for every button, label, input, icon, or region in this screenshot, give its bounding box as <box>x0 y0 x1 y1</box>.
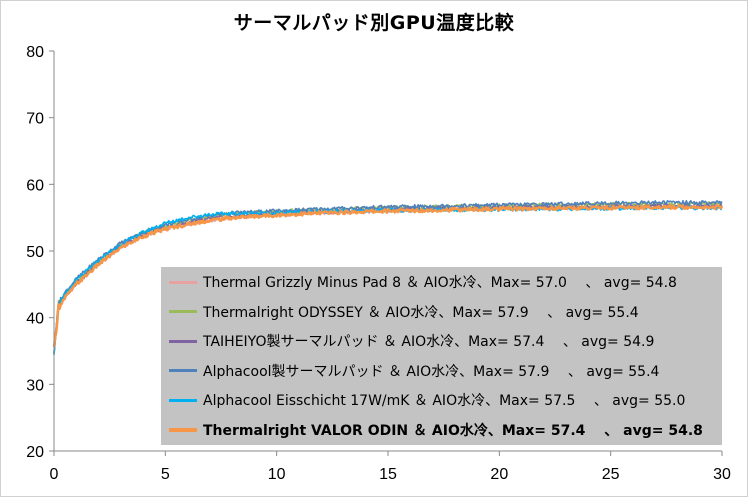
x-tick-label: 0 <box>50 466 59 483</box>
series-line-5 <box>52 204 724 348</box>
legend-swatch <box>169 427 197 432</box>
x-tick-label: 30 <box>713 466 731 483</box>
chart-title: サーマルパッド別GPU温度比較 <box>233 12 515 34</box>
y-tick-label: 40 <box>26 311 44 328</box>
legend-label: Alphacool Eisschicht 17W/mK ＆ AIO水冷、Max=… <box>203 393 686 409</box>
legend-label: Thermalright VALOR ODIN ＆ AIO水冷、Max= 57.… <box>203 422 703 439</box>
legend-swatch <box>169 369 197 372</box>
legend-label: TAIHEIYO製サーマルパッド ＆ AIO水冷、Max= 57.4 、 avg… <box>203 334 655 350</box>
legend-label: Alphacool製サーマルパッド ＆ AIO水冷、Max= 57.9 、 av… <box>203 363 660 380</box>
legend-item: Thermalright VALOR ODIN ＆ AIO水冷、Max= 57.… <box>169 418 703 442</box>
legend-swatch <box>169 398 197 402</box>
legend: Thermal Grizzly Minus Pad 8 ＆ AIO水冷、Max=… <box>161 267 722 445</box>
series-layer <box>52 200 724 355</box>
legend-item: Alphacool製サーマルパッド ＆ AIO水冷、Max= 57.9 、 av… <box>169 359 659 383</box>
y-tick-label: 60 <box>26 177 44 194</box>
x-tick-label: 10 <box>268 466 286 483</box>
y-tick-label: 80 <box>26 44 44 61</box>
y-tick-label: 20 <box>26 444 44 461</box>
x-tick-label: 25 <box>602 466 620 483</box>
y-tick-label: 30 <box>26 377 44 394</box>
x-tick-label: 15 <box>379 466 397 483</box>
legend-swatch <box>169 310 197 313</box>
legend-item: TAIHEIYO製サーマルパッド ＆ AIO水冷、Max= 57.4 、 avg… <box>169 329 654 353</box>
legend-label: Thermalright ODYSSEY ＆ AIO水冷、Max= 57.9 、… <box>203 304 639 321</box>
series-line-3 <box>53 200 723 354</box>
legend-item: Thermalright ODYSSEY ＆ AIO水冷、Max= 57.9 、… <box>169 300 639 324</box>
legend-swatch <box>169 280 197 284</box>
x-tick-label: 5 <box>161 466 170 483</box>
y-tick-label: 70 <box>26 111 44 128</box>
legend-item: Thermal Grizzly Minus Pad 8 ＆ AIO水冷、Max=… <box>169 270 677 294</box>
legend-label: Thermal Grizzly Minus Pad 8 ＆ AIO水冷、Max=… <box>203 275 677 291</box>
y-tick-label: 50 <box>26 244 44 261</box>
legend-item: Alphacool Eisschicht 17W/mK ＆ AIO水冷、Max=… <box>169 388 685 412</box>
tick-layer: 20 30 40 50 60 70 80 0 5 10 15 20 25 30 <box>26 44 731 483</box>
x-tick-label: 20 <box>490 466 508 483</box>
legend-swatch <box>169 339 197 343</box>
